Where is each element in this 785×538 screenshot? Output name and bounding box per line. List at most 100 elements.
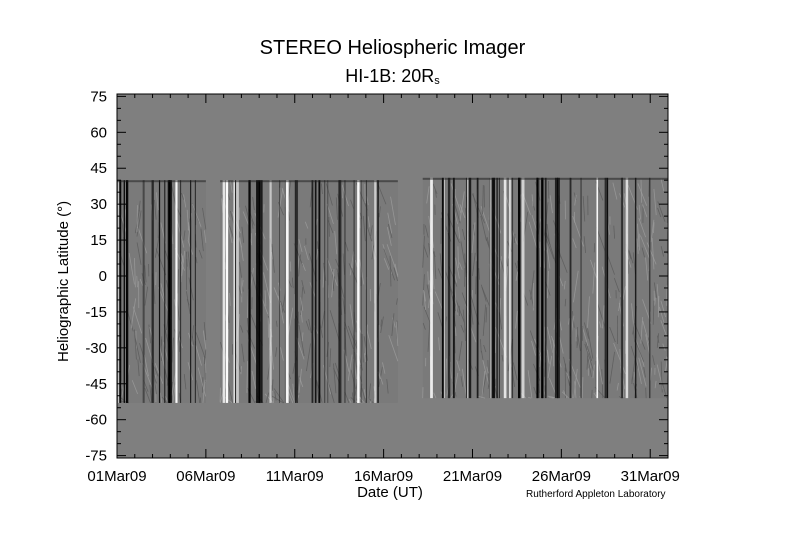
texture-streak xyxy=(531,340,536,356)
texture-streak xyxy=(606,254,615,275)
texture-streak xyxy=(386,379,389,394)
texture-streak xyxy=(334,231,338,255)
data-stripe xyxy=(285,180,289,403)
data-stripe xyxy=(258,180,261,403)
data-stripe xyxy=(236,180,239,403)
data-stripe xyxy=(357,180,360,403)
texture-streak xyxy=(582,196,586,222)
texture-streak xyxy=(660,178,665,191)
texture-streak xyxy=(645,334,650,354)
data-stripe xyxy=(545,177,547,399)
texture-streak xyxy=(559,337,564,354)
texture-streak xyxy=(512,362,518,381)
texture-streak xyxy=(528,221,539,252)
data-stripe xyxy=(344,180,346,403)
data-stripe xyxy=(279,180,280,403)
texture-streak xyxy=(271,252,274,260)
texture-streak xyxy=(197,367,206,397)
data-stripe xyxy=(222,180,226,403)
data-stripe xyxy=(180,180,182,403)
texture-streak xyxy=(387,223,393,238)
texture-streak xyxy=(202,330,207,349)
data-stripe xyxy=(376,180,378,403)
texture-streak xyxy=(196,380,201,403)
texture-streak xyxy=(458,262,463,271)
texture-streak xyxy=(638,357,647,387)
data-stripe xyxy=(503,177,507,399)
texture-streak xyxy=(457,246,459,269)
texture-streak xyxy=(426,186,430,204)
texture-streak xyxy=(366,196,369,206)
texture-streak xyxy=(382,362,386,374)
data-stripe xyxy=(269,180,272,403)
data-stripe xyxy=(555,177,559,399)
texture-streak xyxy=(613,225,616,239)
texture-streak xyxy=(183,373,187,390)
texture-streak xyxy=(459,204,466,219)
y-axis: 75 60 45 30 15 0 -15 -30 -45 -60 -75 xyxy=(85,88,668,465)
chart-subtitle: HI-1B: 20Rs xyxy=(0,66,785,87)
texture-streak xyxy=(326,258,338,286)
texture-streak xyxy=(364,353,367,363)
texture-streak xyxy=(529,330,537,349)
texture-streak xyxy=(609,351,615,384)
texture-streak xyxy=(229,292,231,306)
texture-streak xyxy=(367,216,371,228)
texture-streak xyxy=(660,361,663,393)
subtitle-text: HI-1B: 20R xyxy=(345,66,435,86)
data-stripe xyxy=(175,180,178,403)
texture-streak xyxy=(203,322,207,341)
data-stripe xyxy=(327,180,329,403)
texture-streak xyxy=(332,276,335,289)
y-tick-label: -15 xyxy=(85,304,107,321)
y-tick-label: 75 xyxy=(90,88,107,105)
texture-streak xyxy=(453,283,458,315)
texture-streak xyxy=(389,255,392,287)
texture-streak xyxy=(454,326,457,336)
texture-streak xyxy=(280,347,284,361)
data-stripe xyxy=(365,180,367,403)
texture-streak xyxy=(292,383,296,403)
texture-streak xyxy=(640,317,644,344)
data-stripe xyxy=(509,177,511,399)
texture-streak xyxy=(573,270,579,303)
texture-streak xyxy=(331,268,335,298)
texture-streak xyxy=(455,257,460,279)
texture-streak xyxy=(275,347,278,357)
data-stripe xyxy=(467,177,469,399)
texture-streak xyxy=(361,387,367,404)
texture-streak xyxy=(298,368,302,393)
texture-streak xyxy=(433,392,437,399)
texture-streak xyxy=(460,324,465,333)
texture-streak xyxy=(423,306,431,324)
x-tick-label: 21Mar09 xyxy=(443,468,502,485)
texture-streak xyxy=(501,355,504,362)
texture-streak xyxy=(637,223,641,251)
texture-streak xyxy=(561,391,569,399)
texture-streak xyxy=(137,359,140,377)
texture-streak xyxy=(361,333,364,363)
data-stripe xyxy=(447,177,451,399)
texture-streak xyxy=(637,183,648,206)
texture-streak xyxy=(271,379,274,398)
texture-streak xyxy=(251,370,257,389)
texture-streak xyxy=(454,197,456,221)
texture-streak xyxy=(301,332,304,342)
data-stripe xyxy=(557,177,560,399)
texture-streak xyxy=(134,257,136,288)
texture-streak xyxy=(325,183,333,206)
texture-streak xyxy=(344,321,354,350)
texture-streak xyxy=(628,250,634,264)
texture-streak xyxy=(203,355,206,382)
texture-streak xyxy=(335,259,339,267)
data-stripe xyxy=(294,180,297,403)
texture-streak xyxy=(298,239,303,253)
texture-streak xyxy=(396,298,398,305)
texture-streak xyxy=(298,324,305,357)
texture-streak xyxy=(450,183,462,214)
texture-streak xyxy=(155,248,167,276)
texture-streak xyxy=(354,259,358,268)
texture-streak xyxy=(581,326,589,347)
data-block xyxy=(219,180,399,404)
x-tick-label: 26Mar09 xyxy=(532,468,591,485)
